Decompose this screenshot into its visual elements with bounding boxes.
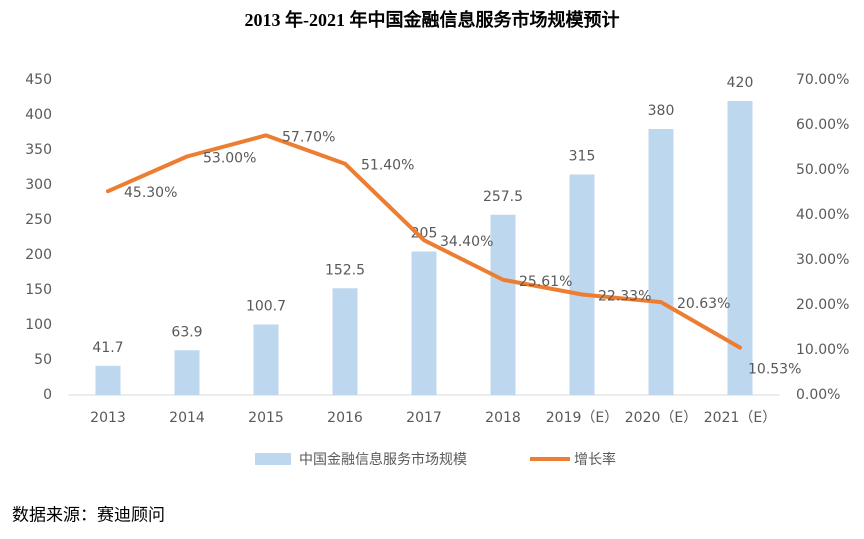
line (106, 133, 742, 350)
y2-tick-label: 0.00% (796, 387, 840, 403)
bar (332, 288, 358, 395)
y-tick-label: 350 (25, 142, 52, 158)
bar-value-label: 380 (648, 103, 675, 119)
y2-tick-label: 40.00% (796, 207, 849, 223)
line-value-label: 57.70% (282, 129, 335, 145)
line-value-label: 20.63% (677, 296, 730, 312)
legend-swatch (255, 453, 291, 465)
x-tick-label: 2019（E） (546, 410, 618, 426)
bar (95, 365, 121, 395)
line-value-label: 53.00% (203, 151, 256, 167)
y-tick-label: 0 (43, 387, 52, 403)
y2-tick-label: 10.00% (796, 342, 849, 358)
line-value-label: 45.30% (124, 185, 177, 201)
bar-value-label: 152.5 (325, 262, 365, 278)
x-tick-label: 2021（E） (704, 410, 776, 426)
chart-title: 2013 年-2021 年中国金融信息服务市场规模预计 (245, 9, 620, 30)
x-tick-label: 2017 (406, 410, 442, 426)
bar (174, 350, 200, 395)
y2-tick-label: 30.00% (796, 252, 849, 268)
y2-tick-label: 50.00% (796, 162, 849, 178)
y-tick-label: 450 (25, 72, 52, 88)
line-value-label: 51.40% (361, 158, 414, 174)
y-tick-label: 50 (34, 352, 52, 368)
x-tick-label: 2016 (327, 410, 363, 426)
y-tick-label: 200 (25, 247, 52, 263)
bar-value-label: 100.7 (246, 299, 286, 315)
x-tick-label: 2015 (248, 410, 284, 426)
y2-tick-label: 20.00% (796, 297, 849, 313)
bar (727, 101, 753, 395)
bar-value-label: 315 (569, 149, 596, 165)
bar-value-label: 41.7 (92, 340, 123, 356)
line-value-label: 10.53% (748, 362, 801, 378)
bar (569, 174, 595, 395)
bar (490, 214, 516, 395)
y-tick-label: 150 (25, 282, 52, 298)
bar (648, 129, 674, 395)
x-tick-label: 2014 (169, 410, 205, 426)
bar-value-label: 205 (411, 226, 438, 242)
x-tick-label: 2013 (90, 410, 126, 426)
y2-tick-label: 60.00% (796, 117, 849, 133)
line-value-label: 25.61% (519, 274, 572, 290)
bar (411, 251, 437, 395)
source-note: 数据来源：赛迪顾问 (12, 505, 165, 526)
x-tick-label: 2020（E） (625, 410, 697, 426)
line-value-label: 34.40% (440, 234, 493, 250)
bar-value-label: 420 (727, 75, 754, 91)
line-value-label: 22.33% (598, 289, 651, 305)
x-tick-label: 2018 (485, 410, 521, 426)
y-tick-label: 400 (25, 107, 52, 123)
bar (253, 324, 279, 395)
y2-tick-label: 70.00% (796, 72, 849, 88)
legend-label: 中国金融信息服务市场规模 (299, 451, 467, 468)
y-tick-label: 250 (25, 212, 52, 228)
bar-value-label: 257.5 (483, 189, 523, 205)
y-tick-label: 300 (25, 177, 52, 193)
legend-label: 增长率 (574, 451, 616, 468)
y-tick-label: 100 (25, 317, 52, 333)
bar-value-label: 63.9 (171, 324, 202, 340)
